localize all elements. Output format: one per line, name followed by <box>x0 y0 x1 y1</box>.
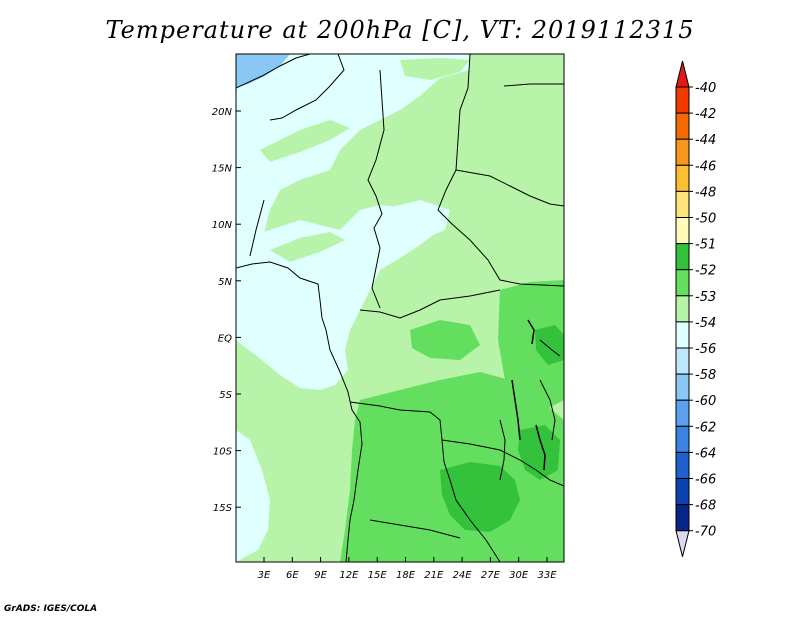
colorbar-label: -62 <box>695 420 716 435</box>
colorbar-label: -48 <box>695 185 716 200</box>
lon-tick-label: 6E <box>286 570 299 581</box>
lon-tick-label: 33E <box>537 570 557 581</box>
region-cyan-west-coast <box>236 430 270 562</box>
region-green-streak-1 <box>260 120 350 162</box>
region-green-streak-3 <box>400 58 470 80</box>
region-mediterranean <box>236 54 290 88</box>
colorbar-segment <box>675 373 690 401</box>
lon-tick-label: 18E <box>396 570 416 581</box>
lat-tick-label: 20N <box>212 107 233 118</box>
colorbar-label: -66 <box>695 473 716 488</box>
lat-tick-label: 10N <box>212 220 233 231</box>
lon-tick-label: 12E <box>339 570 359 581</box>
colorbar-segment <box>675 504 690 532</box>
lon-tick-label: 27E <box>481 570 501 581</box>
colorbar-label: -53 <box>695 290 716 305</box>
region-cyan-north <box>236 54 470 272</box>
lat-tick-label: 15N <box>212 164 233 175</box>
lon-tick-label: 30E <box>509 570 529 581</box>
map-frame <box>235 53 565 563</box>
colorbar-label: -40 <box>695 81 716 96</box>
temperature-field <box>236 54 564 562</box>
colorbar-segment <box>675 478 690 506</box>
colorbar-min-triangle <box>675 530 690 557</box>
colorbar-segment <box>675 112 690 140</box>
colorbar-segment <box>675 295 690 323</box>
country-borders <box>236 54 564 562</box>
lat-tick-label: 5S <box>219 390 232 401</box>
colorbar-segment <box>675 347 690 375</box>
longitude-axis: 3E 6E 9E 12E 15E 18E 21E 24E 27E 30E 33E <box>258 557 557 581</box>
colorbar-segment <box>675 269 690 297</box>
lat-tick-label: 5N <box>218 277 232 288</box>
colorbar-label: -44 <box>695 133 716 148</box>
lon-tick-label: 15E <box>368 570 388 581</box>
lon-tick-label: 3E <box>258 570 271 581</box>
colorbar-label: -46 <box>695 159 716 174</box>
colorbar-segment <box>675 425 690 453</box>
colorbar-segment <box>675 190 690 218</box>
lon-tick-label: 24E <box>453 570 473 581</box>
region-green-streak-2 <box>270 232 345 262</box>
region-53-east <box>498 280 564 410</box>
colorbar-label: -54 <box>695 316 716 331</box>
colorbar-segment <box>675 164 690 192</box>
colorbar-segment <box>675 243 690 271</box>
colorbar-label: -42 <box>695 107 716 122</box>
colorbar-label: -56 <box>695 342 716 357</box>
colorbar-label: -51 <box>695 238 716 253</box>
region-53-patch <box>410 320 480 360</box>
colorbar-max-triangle <box>675 60 690 88</box>
region-52-east <box>535 325 564 365</box>
colorbar-label: -60 <box>695 394 716 409</box>
region-52-southeast <box>518 425 560 480</box>
colorbar-segment <box>675 451 690 479</box>
map-title: Temperature at 200hPa [C], VT: 201911231… <box>105 16 695 44</box>
colorbar-segment <box>675 321 690 349</box>
lat-tick-label: 10S <box>213 447 233 458</box>
colorbar-label: -58 <box>695 368 716 383</box>
lon-tick-label: 21E <box>424 570 444 581</box>
lakes <box>511 319 546 471</box>
lat-tick-label: 15S <box>213 503 233 514</box>
lon-tick-label: 9E <box>314 570 327 581</box>
colorbar-segment <box>675 217 690 245</box>
colorbar: -40 -42 -44 -46 -48 -50 -51 -52 -53 -54 -56 -58 -60 -… <box>675 60 716 557</box>
colorbar-label: -64 <box>695 446 716 461</box>
colorbar-segment <box>675 86 690 114</box>
latitude-axis: 20N 15N 10N 5N EQ 5S 10S 15S <box>212 107 241 514</box>
colorbar-label: -52 <box>695 264 716 279</box>
region-cyan-patch <box>380 200 450 240</box>
colorbar-segment <box>675 138 690 166</box>
colorbar-label: -50 <box>695 212 716 227</box>
colorbar-label: -68 <box>695 499 716 514</box>
colorbar-label: -70 <box>695 525 716 540</box>
colorbar-segment <box>675 399 690 427</box>
credit-text: GrADS: IGES/COLA <box>4 604 98 614</box>
lat-tick-label: EQ <box>218 333 232 344</box>
